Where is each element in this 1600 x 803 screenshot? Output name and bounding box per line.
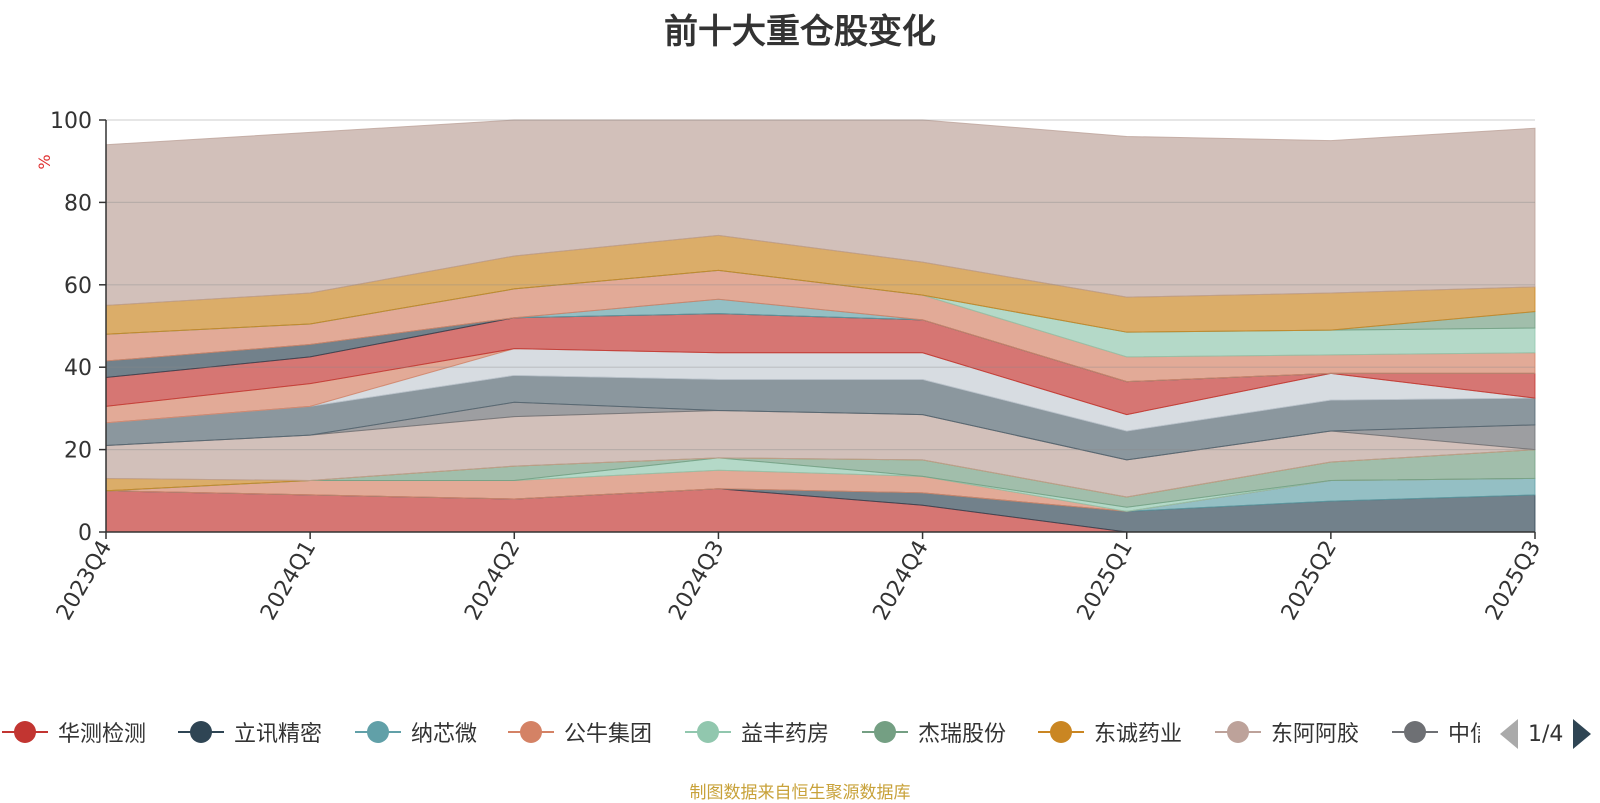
legend-marker-icon [176, 717, 226, 747]
chart-canvas: 0 20 40 60 80 100% 2023Q4 2024Q1 2024Q2 2024Q3 202… [35, 109, 1546, 625]
y-tick-label-40: 40 [64, 356, 92, 381]
legend-marker-icon [1036, 717, 1086, 747]
legend-page-indicator: 1/4 [1528, 721, 1564, 747]
y-tick-label-0: 0 [78, 521, 92, 546]
legend-item-7[interactable]: 东阿阿胶 [1213, 712, 1359, 752]
x-tick-label-2025Q1: 2025Q1 [1073, 537, 1138, 625]
legend-label: 中信特钢 [1448, 722, 1480, 747]
legend-marker-icon [506, 717, 556, 747]
legend-item-0[interactable]: 华测检测 [0, 712, 146, 752]
x-tick-label-2024Q3: 2024Q3 [664, 537, 729, 625]
legend-marker-icon [683, 717, 733, 747]
legend-prev-icon[interactable] [1500, 719, 1518, 749]
area-layer [105, 119, 1536, 533]
x-tick-label-2024Q4: 2024Q4 [868, 537, 933, 625]
x-tick-label-2024Q1: 2024Q1 [256, 537, 321, 625]
y-axis-unit-label: % [35, 154, 54, 169]
legend-item-6[interactable]: 东诚药业 [1036, 712, 1182, 752]
source-note: 制图数据来自恒生聚源数据库 [689, 783, 911, 803]
x-tick-label-2025Q3: 2025Q3 [1481, 537, 1546, 625]
chart-title: 前十大重仓股变化 [664, 12, 936, 52]
y-tick-label-20: 20 [64, 439, 92, 464]
legend-label: 华测检测 [58, 722, 147, 747]
area-series-19[interactable] [105, 119, 1536, 306]
legend-marker-icon [0, 717, 50, 747]
legend-marker-icon [860, 717, 910, 747]
legend-item-2[interactable]: 纳芯微 [353, 712, 477, 752]
legend-item-3[interactable]: 公牛集团 [506, 712, 652, 752]
legend-item-8[interactable]: 中信特钢 [1390, 712, 1480, 752]
grid-layer [106, 119, 1535, 451]
legend-marker-icon [353, 717, 403, 747]
legend-label: 东阿阿胶 [1271, 722, 1360, 747]
legend-label: 立讯精密 [234, 722, 323, 747]
legend-next-icon[interactable] [1573, 719, 1592, 749]
legend-label: 纳芯微 [411, 722, 478, 747]
legend-label: 益丰药房 [741, 722, 830, 747]
x-tick-label-2025Q2: 2025Q2 [1277, 537, 1342, 625]
legend: 华测检测 立讯精密 纳芯微 公牛集团 益丰药房 杰瑞股份 东诚药业 东阿阿胶 中信特钢 [0, 712, 1480, 752]
legend-marker-icon [1213, 717, 1263, 747]
legend-item-5[interactable]: 杰瑞股份 [860, 712, 1006, 752]
legend-label: 东诚药业 [1094, 722, 1183, 747]
legend-pager: 1/4 [1500, 716, 1592, 752]
legend-marker-icon [1390, 717, 1440, 747]
x-tick-label-2024Q2: 2024Q2 [460, 537, 525, 625]
y-tick-label-100: 100 [50, 109, 92, 134]
y-tick-label-80: 80 [64, 191, 92, 216]
legend-item-4[interactable]: 益丰药房 [683, 712, 829, 752]
legend-label: 公牛集团 [564, 722, 653, 747]
legend-item-1[interactable]: 立讯精密 [176, 712, 322, 752]
y-tick-label-60: 60 [64, 274, 92, 299]
legend-label: 杰瑞股份 [918, 722, 1007, 747]
x-tick-label-2023Q4: 2023Q4 [52, 537, 117, 625]
